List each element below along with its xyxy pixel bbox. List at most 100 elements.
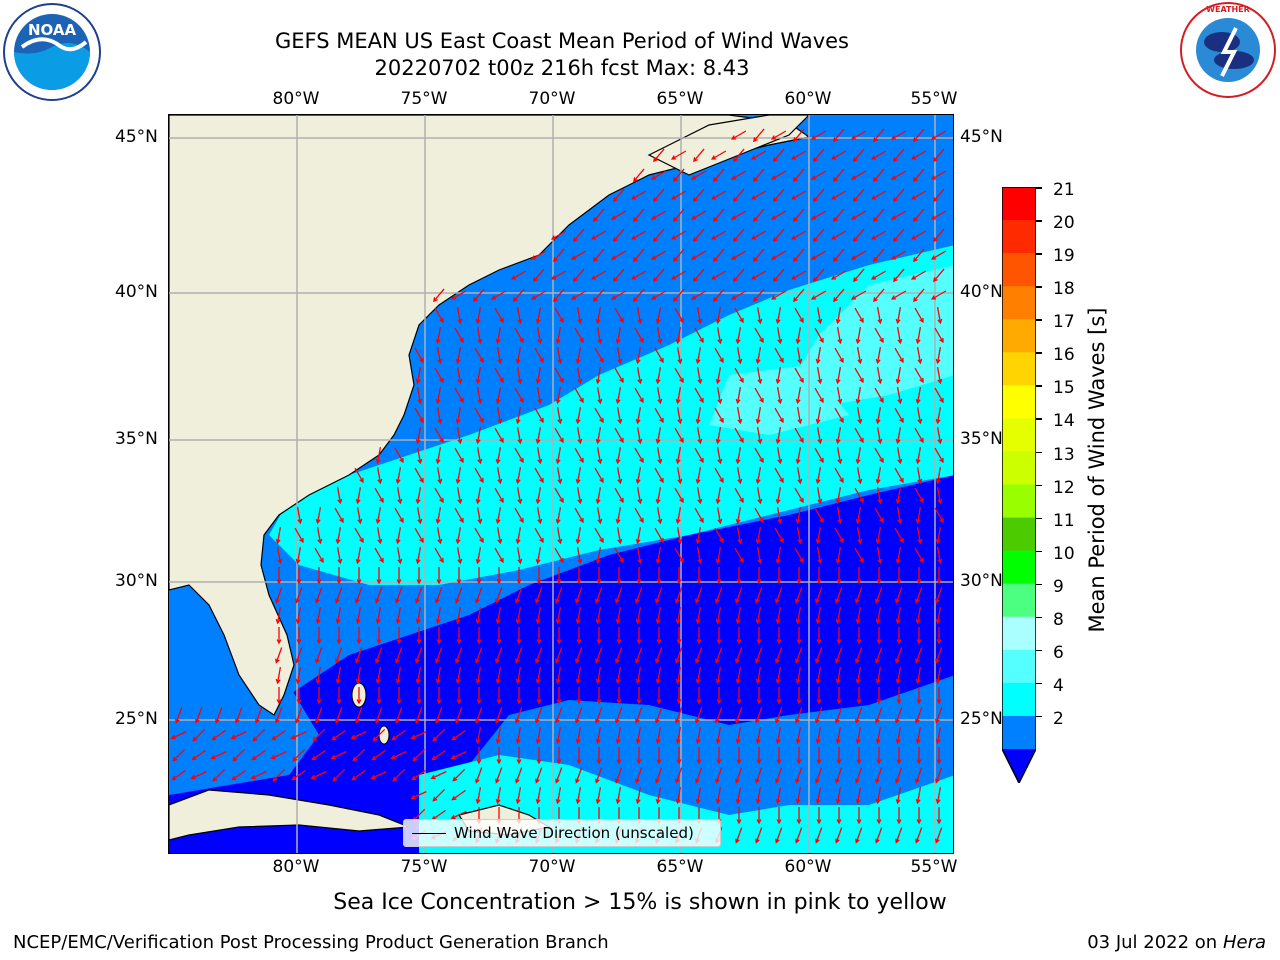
wave-direction-arrow <box>316 526 322 544</box>
wave-direction-arrowhead <box>739 377 744 384</box>
wave-direction-arrowhead <box>670 235 677 240</box>
wave-direction-arrow <box>853 228 865 242</box>
wave-direction-arrowhead <box>657 398 663 405</box>
wave-direction-arrow <box>535 647 543 663</box>
wave-direction-arrowhead <box>919 317 924 324</box>
wave-direction-arrow <box>596 726 602 744</box>
wave-direction-arrowhead <box>793 217 798 223</box>
wave-direction-arrowhead <box>335 618 341 625</box>
wave-direction-arrow <box>856 506 862 524</box>
wave-direction-arrow <box>432 788 446 802</box>
wave-direction-arrowhead <box>271 735 277 741</box>
wave-direction-arrow <box>435 647 443 663</box>
wave-direction-arrow <box>876 666 882 684</box>
wave-direction-arrow <box>711 230 727 240</box>
wave-direction-arrowhead <box>499 557 504 564</box>
wave-direction-arrow <box>714 347 724 363</box>
wave-direction-arrowhead <box>935 778 940 784</box>
wave-direction-arrowhead <box>935 598 940 604</box>
wave-direction-arrow <box>936 466 942 484</box>
wave-direction-arrow <box>636 346 642 364</box>
wave-direction-arrowhead <box>753 297 758 303</box>
wave-direction-arrow <box>775 587 783 603</box>
wave-direction-arrow <box>731 130 747 140</box>
wave-direction-arrow <box>656 546 662 564</box>
wave-direction-arrowhead <box>595 318 601 325</box>
wave-direction-arrowhead <box>417 518 423 525</box>
wave-direction-arrow <box>336 526 342 544</box>
wave-direction-arrow <box>376 666 382 684</box>
colorbar-tick-label: 15 <box>1053 378 1075 399</box>
chart-title: GEFS MEAN US East Coast Mean Period of W… <box>275 29 849 53</box>
wave-direction-arrowhead <box>375 458 381 465</box>
wave-direction-arrowhead <box>836 579 842 585</box>
wave-direction-arrowhead <box>355 558 361 565</box>
wave-direction-arrowhead <box>372 736 378 742</box>
wave-direction-arrowhead <box>779 417 784 424</box>
wave-direction-arrow <box>914 547 924 563</box>
wave-direction-arrowhead <box>530 255 537 260</box>
wave-direction-arrow <box>496 726 502 744</box>
wave-direction-arrowhead <box>715 798 721 805</box>
wave-direction-arrowhead <box>795 718 800 724</box>
wave-direction-arrow <box>696 526 702 544</box>
wave-direction-arrowhead <box>299 537 304 544</box>
wave-direction-arrowhead <box>439 377 444 384</box>
wave-direction-arrowhead <box>496 699 502 705</box>
wave-direction-arrowhead <box>556 759 562 765</box>
wave-direction-arrow <box>791 150 807 160</box>
wave-direction-arrowhead <box>677 478 683 485</box>
wave-direction-arrowhead <box>673 177 678 183</box>
wave-direction-arrowhead <box>250 774 256 780</box>
colorbar-tick-mark <box>1036 484 1042 486</box>
wave-direction-arrow <box>676 506 682 524</box>
wave-direction-arrowhead <box>796 639 802 645</box>
wave-direction-arrowhead <box>295 558 301 565</box>
wave-direction-arrow <box>656 606 662 624</box>
wave-direction-arrowhead <box>910 275 917 280</box>
wave-direction-arrow <box>716 546 722 564</box>
wave-direction-arrow <box>735 767 743 783</box>
wave-direction-arrowhead <box>899 477 904 484</box>
wave-direction-arrowhead <box>559 377 564 384</box>
wave-direction-arrow <box>656 446 662 464</box>
wave-direction-arrowhead <box>275 678 281 685</box>
wave-direction-arrowhead <box>757 438 763 445</box>
wave-direction-arrowhead <box>635 738 641 745</box>
wave-direction-arrowhead <box>657 458 663 465</box>
colorbar-tick-label: 2 <box>1053 708 1064 729</box>
lon-tick-top: 65°W <box>656 89 704 109</box>
wave-direction-arrowhead <box>735 618 741 625</box>
wave-direction-arrow <box>676 606 682 624</box>
colorbar-segment <box>1002 220 1036 254</box>
wave-direction-arrow <box>796 346 802 364</box>
colorbar-tick-label: 20 <box>1053 213 1075 234</box>
wave-direction-arrow <box>376 446 382 464</box>
wave-direction-arrow <box>536 446 542 464</box>
wave-direction-arrow <box>414 347 424 363</box>
wave-direction-arrow <box>172 769 186 781</box>
wave-direction-arrowhead <box>355 658 360 664</box>
colorbar-tick-mark <box>1036 385 1042 387</box>
wave-direction-arrow <box>716 326 722 344</box>
wave-direction-arrowhead <box>357 518 363 525</box>
wave-direction-arrowhead <box>673 217 678 223</box>
wave-direction-arrowhead <box>317 538 323 545</box>
wave-direction-arrowhead <box>675 618 681 625</box>
wave-direction-arrowhead <box>833 257 838 263</box>
wave-direction-arrow <box>474 467 484 483</box>
wave-direction-arrow <box>616 606 622 624</box>
wave-direction-arrow <box>555 647 563 663</box>
wave-direction-arrow <box>876 786 882 804</box>
wave-direction-arrow <box>631 270 647 280</box>
wave-direction-arrow <box>454 447 464 463</box>
wave-direction-arrowhead <box>515 798 521 805</box>
wave-direction-arrow <box>515 707 523 723</box>
wave-direction-arrow <box>636 406 642 424</box>
wave-direction-arrowhead <box>919 497 924 504</box>
wave-direction-arrow <box>874 327 884 343</box>
wave-direction-arrow <box>593 208 605 222</box>
wave-direction-arrow <box>776 786 782 804</box>
wave-direction-arrowhead <box>830 195 837 200</box>
wave-direction-arrow <box>931 210 947 220</box>
